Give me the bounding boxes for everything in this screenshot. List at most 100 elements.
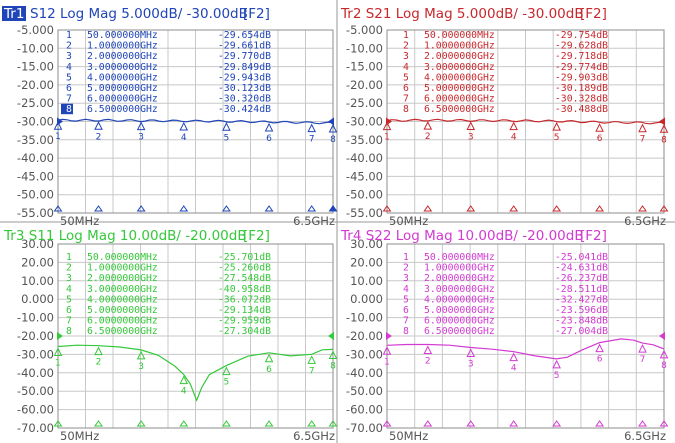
tr2-y-tick-label: -30.00 bbox=[346, 115, 383, 129]
tr2-table-marker-number: 2 bbox=[403, 41, 409, 52]
tr2-table-marker-number: 5 bbox=[403, 72, 409, 83]
tr4-title: Tr4 S22 Log Mag 10.00dB/ -20.00dB bbox=[340, 228, 584, 244]
tr2-channel: [F2] bbox=[580, 6, 607, 22]
tr3-stimulus-marker bbox=[53, 420, 63, 427]
tr4-table-marker-freq: 3.0000000GHz bbox=[424, 284, 495, 295]
tr4-marker-triangle bbox=[638, 343, 647, 353]
tr4-stimulus-marker bbox=[509, 420, 519, 427]
tr3-table-marker-number: 2 bbox=[66, 263, 72, 274]
tr1-stimulus-marker bbox=[136, 205, 146, 212]
tr1-marker-triangle bbox=[136, 121, 146, 131]
tr1-stimulus-marker bbox=[179, 205, 189, 212]
tr2-table-marker-value: -30.328dB bbox=[555, 94, 608, 105]
tr3-table-marker-value: -25.260dB bbox=[218, 263, 271, 274]
tr2-title: Tr2 S21 Log Mag 5.000dB/ -30.00dB bbox=[340, 6, 584, 22]
tr1-start-freq-label: 50MHz bbox=[60, 214, 99, 228]
tr2-marker-number: 6 bbox=[597, 134, 603, 144]
tr2-y-tick-label: -10.00 bbox=[346, 41, 383, 55]
tr4-stop-freq-label: 6.5GHz bbox=[624, 429, 666, 443]
tr4-table-marker-value: -26.237dB bbox=[555, 273, 608, 284]
tr2-table-marker-number: 1 bbox=[403, 30, 409, 41]
tr3-stimulus-marker bbox=[221, 420, 231, 427]
tr2-table-marker-freq: 3.0000000GHz bbox=[424, 62, 495, 73]
tr1-marker-triangle bbox=[179, 121, 189, 131]
tr2-table-marker-value: -30.189dB bbox=[555, 83, 608, 94]
tr4-start-freq-label: 50MHz bbox=[389, 429, 428, 443]
tr2-table-marker-number: 8 bbox=[403, 104, 409, 115]
tr1-table-marker-value: -29.849dB bbox=[218, 62, 271, 73]
tr4-marker-triangle bbox=[466, 348, 476, 357]
tr2-stimulus-marker bbox=[595, 205, 605, 212]
tr3-table-marker-value: -36.072dB bbox=[218, 294, 271, 305]
tr2-marker-number: 4 bbox=[511, 133, 517, 143]
tr1-table-marker-freq: 6.5000000GHz bbox=[87, 104, 158, 115]
active-trace-badge: Tr1 bbox=[3, 6, 24, 22]
tr2-table-marker-value: -29.903dB bbox=[555, 72, 608, 83]
tr2-y-tick-label: -5.000 bbox=[346, 23, 383, 37]
tr3-marker-number: 5 bbox=[224, 378, 230, 388]
tr2-stimulus-marker bbox=[659, 205, 669, 212]
tr4-y-tick-label: -10.00 bbox=[346, 311, 383, 325]
tr3-table-marker-freq: 6.5000000GHz bbox=[87, 326, 158, 337]
tr1-y-tick-label: -55.00 bbox=[17, 206, 54, 220]
tr2-marker-triangle bbox=[595, 123, 604, 132]
tr1-channel: [F2] bbox=[243, 6, 270, 22]
tr2-marker-number: 5 bbox=[554, 133, 560, 143]
tr1-marker-triangle bbox=[328, 123, 338, 133]
tr2-table-marker-freq: 6.5000000GHz bbox=[424, 104, 495, 115]
tr1-y-tick-label: -15.00 bbox=[17, 60, 54, 74]
tr1-table-marker-number: 2 bbox=[66, 41, 72, 52]
tr4-table-marker-freq: 6.5000000GHz bbox=[424, 326, 495, 337]
tr4-marker-triangle bbox=[552, 359, 561, 369]
tr3-table-marker-value: -29.959dB bbox=[218, 316, 271, 327]
tr3-y-tick-label: -20.00 bbox=[17, 329, 54, 343]
tr3-table-marker-value: -40.958dB bbox=[218, 284, 271, 295]
tr3-stimulus-marker bbox=[307, 420, 317, 427]
tr2-trace-line bbox=[386, 118, 665, 125]
active-trace-badge-bg bbox=[2, 6, 26, 21]
tr3-table-marker-number: 3 bbox=[66, 273, 72, 284]
tr4-table-marker-value: -24.631dB bbox=[555, 263, 608, 274]
tr2-stimulus-marker bbox=[423, 205, 433, 212]
tr4-table-marker-value: -28.511dB bbox=[555, 284, 608, 295]
tr2-marker-triangle bbox=[659, 124, 669, 133]
tr4-ref-level-arrow-right bbox=[659, 332, 665, 340]
tr4-y-tick-label: -40.00 bbox=[346, 366, 383, 380]
tr4-table-marker-value: -27.004dB bbox=[555, 326, 608, 337]
tr4-marker-number: 7 bbox=[640, 355, 646, 365]
tr2-y-tick-label: -40.00 bbox=[346, 151, 383, 165]
tr2-marker-triangle bbox=[466, 121, 476, 130]
tr1-y-tick-label: -45.00 bbox=[17, 169, 54, 183]
tr1-trace-line bbox=[57, 118, 334, 125]
tr1-y-tick-label: -25.00 bbox=[17, 96, 54, 110]
tr4-marker-number: 5 bbox=[554, 371, 560, 381]
tr2-marker-number: 2 bbox=[425, 132, 431, 142]
tr2-title-text: S21 Log Mag 5.000dB/ -30.00dB bbox=[366, 6, 584, 22]
tr1-stimulus-marker bbox=[307, 205, 317, 212]
tr1-stop-freq-label: 6.5GHz bbox=[293, 214, 335, 228]
tr3-ref-level-arrow-left bbox=[57, 332, 63, 340]
tr3-y-tick-label: 0.000 bbox=[21, 292, 54, 306]
tr3-table-marker-value: -25.701dB bbox=[218, 252, 271, 263]
tr2-table-marker-freq: 50.000000MHz bbox=[424, 30, 495, 41]
tr4-table-marker-number: 8 bbox=[403, 326, 409, 337]
tr1-table-marker-freq: 2.0000000GHz bbox=[87, 51, 158, 62]
tr4-trace-line bbox=[386, 338, 665, 360]
tr1-marker-number: 2 bbox=[96, 132, 102, 142]
tr4-title-text: S22 Log Mag 10.00dB/ -20.00dB bbox=[366, 228, 584, 244]
tr4-y-tick-label: 0.000 bbox=[350, 292, 383, 306]
tr1-stimulus-marker bbox=[53, 205, 63, 212]
tr2-ref-level-arrow-right bbox=[659, 117, 665, 126]
tr4-table-marker-number: 3 bbox=[403, 273, 409, 284]
tr2-stimulus-marker bbox=[466, 205, 476, 212]
tr4-table-marker-value: -32.427dB bbox=[555, 294, 608, 305]
tr1-table-marker-value: -30.424dB bbox=[218, 104, 271, 115]
tr1-stimulus-marker bbox=[221, 205, 231, 212]
tr4-table-marker-freq: 1.0000000GHz bbox=[424, 263, 495, 274]
tr2-y-tick-label: -55.00 bbox=[346, 206, 383, 220]
tr1-marker-triangle bbox=[222, 122, 231, 131]
tr4-stimulus-marker bbox=[638, 420, 647, 427]
tr3-y-tick-label: 30.00 bbox=[21, 237, 54, 251]
tr1-marker-number: 7 bbox=[309, 135, 315, 145]
